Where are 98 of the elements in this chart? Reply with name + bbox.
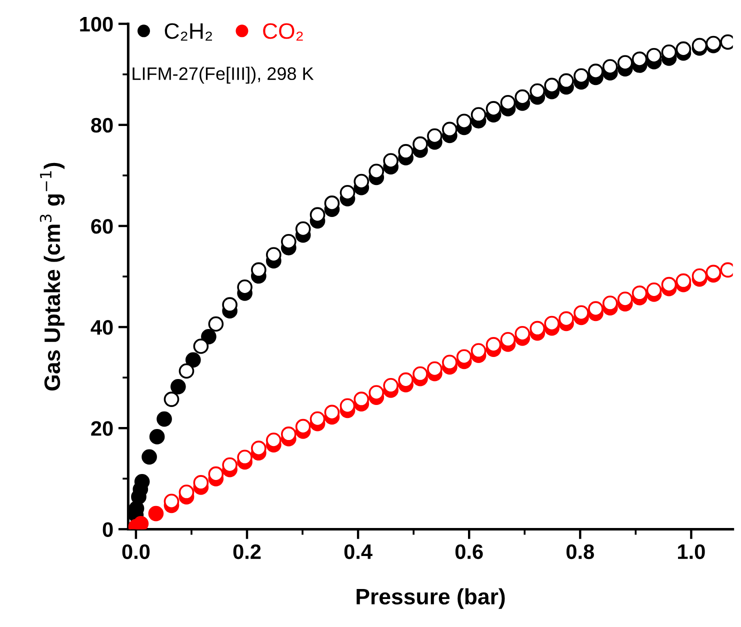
point — [156, 411, 172, 427]
point — [164, 392, 180, 407]
x-tick-label: 0.0 — [122, 544, 150, 560]
point — [266, 247, 282, 262]
point — [149, 429, 165, 444]
point — [208, 316, 224, 332]
point — [208, 466, 224, 482]
point — [427, 128, 442, 144]
point — [574, 68, 589, 84]
point — [646, 282, 662, 298]
point — [602, 296, 618, 311]
point — [383, 153, 398, 168]
point — [486, 337, 502, 352]
point — [617, 55, 633, 70]
point — [340, 184, 356, 200]
point — [558, 73, 574, 89]
y-tick-label: 20 — [91, 421, 113, 436]
point — [383, 378, 398, 394]
point — [646, 48, 662, 64]
point — [470, 107, 486, 122]
point — [530, 83, 546, 99]
point — [500, 94, 516, 110]
point — [193, 475, 209, 490]
y-tick-label: 80 — [91, 118, 113, 133]
point — [201, 328, 216, 344]
point — [602, 59, 618, 74]
point — [222, 457, 238, 473]
point — [237, 450, 252, 466]
point — [442, 354, 458, 370]
point — [676, 41, 692, 57]
point — [692, 268, 708, 284]
x-tick-label: 0.2 — [233, 544, 261, 560]
point — [632, 286, 648, 301]
x-tick-label: 0.8 — [566, 544, 594, 560]
point — [544, 316, 560, 332]
point — [632, 52, 648, 67]
point — [661, 276, 677, 292]
point — [368, 385, 384, 400]
y-tick-label: 60 — [91, 218, 113, 234]
point — [412, 366, 428, 382]
point — [251, 262, 266, 278]
point — [412, 136, 428, 152]
point — [398, 372, 414, 388]
point — [148, 506, 164, 522]
point — [530, 320, 546, 336]
point — [178, 484, 194, 500]
y-tick-label: 0 — [102, 522, 113, 537]
point — [500, 332, 516, 348]
point — [427, 361, 442, 377]
point — [574, 305, 589, 321]
point — [251, 440, 266, 456]
point — [193, 338, 209, 354]
point — [398, 144, 414, 160]
point — [456, 349, 472, 365]
point — [514, 326, 530, 342]
point — [170, 379, 186, 394]
point — [324, 404, 340, 420]
point — [324, 196, 340, 211]
x-tick-label: 0.6 — [455, 544, 483, 560]
point — [456, 114, 472, 130]
point — [442, 122, 458, 138]
point — [266, 432, 282, 448]
y-tick-label: 100 — [80, 16, 113, 32]
point — [178, 363, 194, 379]
point — [237, 279, 252, 295]
legend-label: C₂H₂ — [164, 23, 212, 41]
point — [588, 301, 604, 317]
point — [185, 352, 201, 368]
point — [470, 343, 486, 358]
point — [558, 311, 574, 327]
point — [295, 221, 311, 237]
x-tick-label: 1.0 — [678, 544, 705, 560]
point — [133, 516, 149, 530]
point — [514, 89, 530, 105]
point — [340, 398, 356, 414]
point — [280, 426, 296, 442]
point — [310, 411, 326, 427]
annotation: LIFM-27(Fe[III]), 298 K — [132, 66, 314, 84]
point — [310, 207, 326, 223]
legend-label: CO₂ — [263, 23, 303, 41]
point — [354, 174, 370, 190]
point — [142, 449, 157, 465]
y-axis-title: Gas Uptake (cm$^{3}$ g$^{−1}$) — [40, 162, 65, 390]
x-axis-title: Pressure (bar) — [356, 588, 505, 609]
point — [280, 234, 296, 250]
y-tick-label: 40 — [90, 320, 113, 335]
point — [617, 292, 633, 307]
point — [588, 64, 604, 80]
point — [368, 164, 384, 180]
point — [544, 78, 560, 94]
point — [164, 494, 180, 510]
x-tick-label: 0.4 — [344, 544, 372, 560]
point — [295, 418, 311, 434]
point — [486, 101, 502, 116]
point — [354, 392, 370, 407]
point — [661, 44, 677, 60]
point — [222, 297, 238, 312]
point — [676, 273, 692, 289]
